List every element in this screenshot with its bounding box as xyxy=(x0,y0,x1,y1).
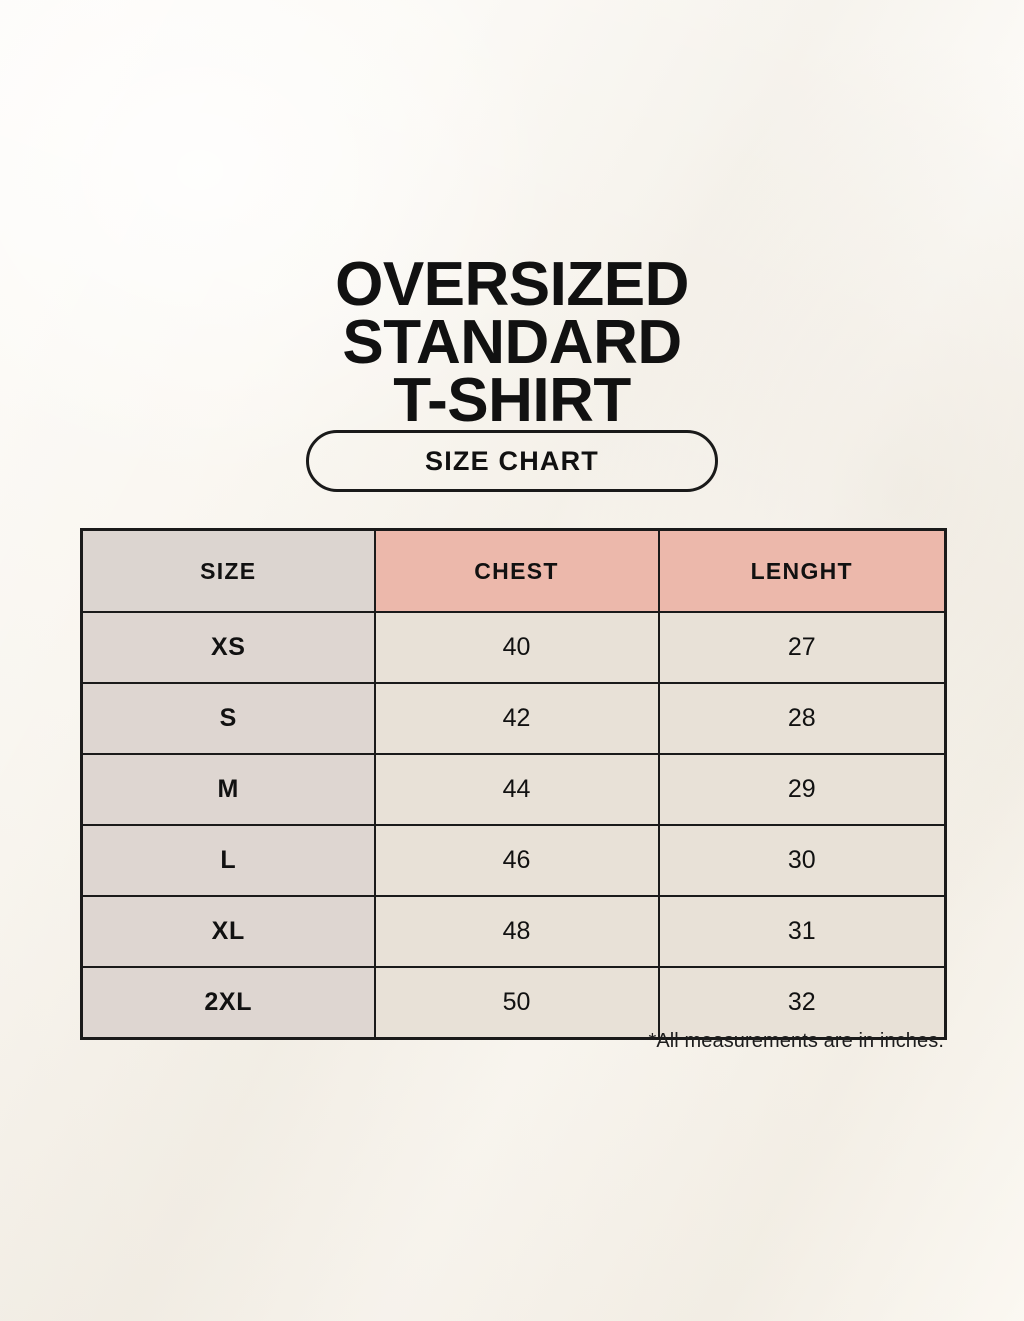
column-header-chest: CHEST xyxy=(373,528,660,613)
table-row: L 46 30 xyxy=(80,824,947,897)
table-header: SIZE CHEST LENGHT xyxy=(80,528,947,613)
table-row: XL 48 31 xyxy=(80,895,947,968)
measurement-units-note: *All measurements are in inches. xyxy=(648,1030,944,1052)
row-chest-value: 46 xyxy=(373,824,660,897)
row-length-value: 32 xyxy=(657,966,947,1040)
row-length-value: 29 xyxy=(657,753,947,826)
row-chest-value: 44 xyxy=(373,753,660,826)
row-size-label: XS xyxy=(80,611,376,684)
row-length-value: 28 xyxy=(657,682,947,755)
row-size-label: L xyxy=(80,824,376,897)
row-size-label: 2XL xyxy=(80,966,376,1040)
row-chest-value: 40 xyxy=(373,611,660,684)
table-row: M 44 29 xyxy=(80,753,947,826)
size-chart-badge: SIZE CHART xyxy=(306,430,718,492)
row-chest-value: 48 xyxy=(373,895,660,968)
title-line-1: OVERSIZED xyxy=(335,249,689,319)
table-row: 2XL 50 32 xyxy=(80,966,947,1040)
row-length-value: 30 xyxy=(657,824,947,897)
row-size-label: S xyxy=(80,682,376,755)
row-length-value: 27 xyxy=(657,611,947,684)
row-size-label: XL xyxy=(80,895,376,968)
table-body: XS 40 27 S 42 28 M 44 29 L 46 30 XL 48 xyxy=(80,611,947,1040)
size-chart-table: SIZE CHEST LENGHT XS 40 27 S 42 28 M 44 … xyxy=(80,528,947,1040)
size-chart-badge-label: SIZE CHART xyxy=(425,445,599,476)
column-header-size: SIZE xyxy=(80,528,376,613)
row-chest-value: 50 xyxy=(373,966,660,1040)
table-row: XS 40 27 xyxy=(80,611,947,684)
table-row: S 42 28 xyxy=(80,682,947,755)
column-header-length: LENGHT xyxy=(657,528,947,613)
page-title: OVERSIZED STANDARD T-SHIRT xyxy=(0,249,1024,435)
row-size-label: M xyxy=(80,753,376,826)
row-chest-value: 42 xyxy=(373,682,660,755)
title-line-2: STANDARD xyxy=(342,307,682,377)
row-length-value: 31 xyxy=(657,895,947,968)
title-line-3: T-SHIRT xyxy=(393,365,631,435)
table-header-row: SIZE CHEST LENGHT xyxy=(80,528,947,613)
